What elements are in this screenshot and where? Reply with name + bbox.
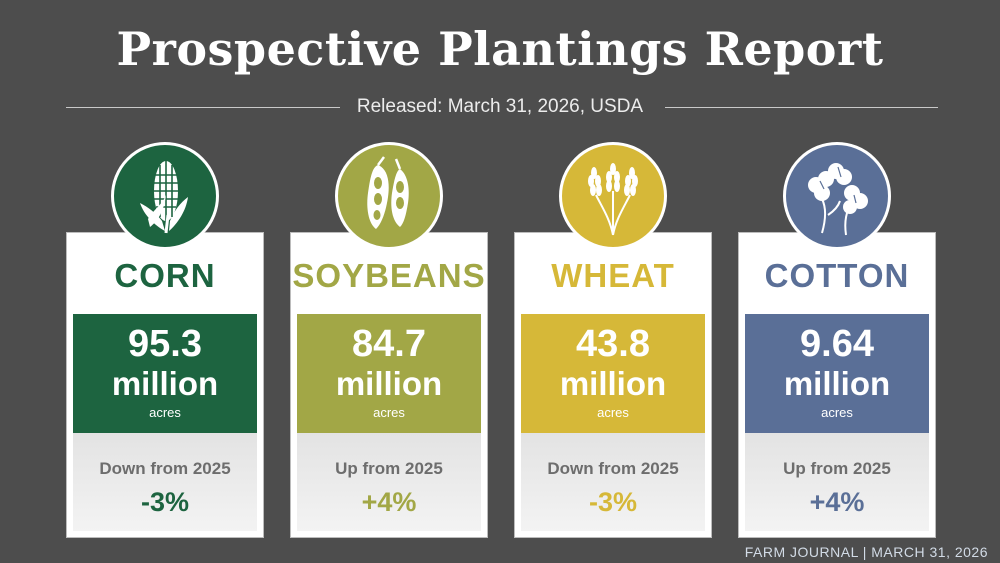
change-panel: Down from 2025 -3% — [73, 433, 257, 531]
change-label: Down from 2025 — [547, 459, 679, 478]
crop-card-wheat: WHEAT 43.8 million acres Down from 2025 … — [514, 232, 712, 538]
wheat-icon — [559, 142, 667, 250]
change-label: Down from 2025 — [99, 459, 231, 478]
acreage-band: 84.7 million acres — [297, 314, 481, 433]
change-panel: Down from 2025 -3% — [521, 433, 705, 531]
crop-card-corn: CORN 95.3 million acres Down from 2025 -… — [66, 232, 264, 538]
acreage-subunit: acres — [373, 405, 405, 420]
cotton-icon — [783, 142, 891, 250]
acreage-subunit: acres — [597, 405, 629, 420]
acreage-unit: million — [335, 365, 443, 402]
divider-right — [665, 107, 938, 108]
crop-card-soybeans: SOYBEANS 84.7 million acres Up from 2025… — [290, 232, 488, 538]
page-title: Prospective Plantings Report — [116, 22, 884, 76]
corn-icon — [111, 142, 219, 250]
acreage-band: 9.64 million acres — [745, 314, 929, 433]
acreage-value: 43.8 — [576, 323, 650, 365]
change-panel: Up from 2025 +4% — [297, 433, 481, 531]
change-label: Up from 2025 — [335, 459, 443, 478]
acreage-subunit: acres — [821, 405, 853, 420]
change-value: +4% — [809, 487, 865, 517]
soybean-icon — [335, 142, 443, 250]
acreage-unit: million — [559, 365, 667, 402]
crop-card-cotton: COTTON 9.64 million acres Up from 2025 +… — [738, 232, 936, 538]
source-credit: FARM JOURNAL | MARCH 31, 2026 — [744, 544, 988, 560]
change-value: -3% — [140, 487, 189, 517]
acreage-value: 9.64 — [800, 323, 874, 365]
acreage-subunit: acres — [149, 405, 181, 420]
crop-name: COTTON — [764, 257, 910, 294]
divider-left — [66, 107, 340, 108]
change-value: -3% — [588, 487, 637, 517]
crop-name: CORN — [114, 257, 216, 294]
acreage-value: 84.7 — [352, 323, 426, 365]
crop-name: SOYBEANS — [292, 257, 486, 294]
acreage-band: 95.3 million acres — [73, 314, 257, 433]
acreage-unit: million — [111, 365, 219, 402]
acreage-value: 95.3 — [128, 323, 202, 365]
acreage-band: 43.8 million acres — [521, 314, 705, 433]
change-label: Up from 2025 — [783, 459, 891, 478]
change-panel: Up from 2025 +4% — [745, 433, 929, 531]
change-value: +4% — [361, 487, 417, 517]
release-subtitle: Released: March 31, 2026, USDA — [356, 96, 644, 117]
acreage-unit: million — [783, 365, 891, 402]
crop-name: WHEAT — [551, 257, 675, 294]
